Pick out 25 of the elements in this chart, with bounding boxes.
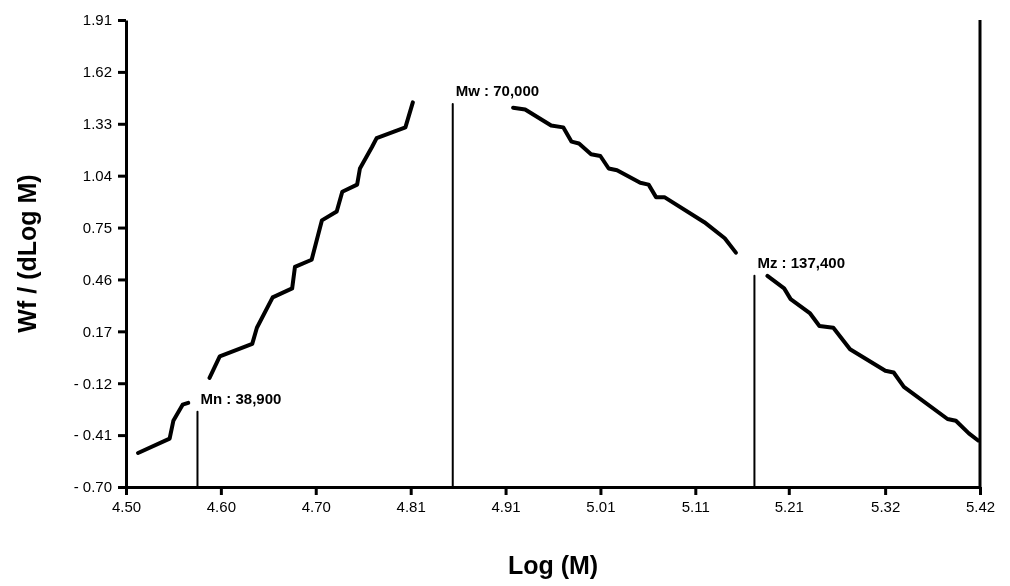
x-tick-label: 5.01	[586, 497, 616, 515]
y-tick-label: 1.91	[82, 11, 112, 29]
y-tick-label: - 0.41	[73, 426, 112, 444]
annotation: Mw : 70,000	[455, 82, 540, 100]
y-tick-label: 0.17	[82, 322, 112, 340]
y-tick-label: 1.62	[82, 63, 112, 81]
annotation: Mz : 137,400	[757, 253, 845, 271]
x-tick-label: 4.60	[206, 497, 236, 515]
y-tick-label: - 0.12	[73, 374, 112, 392]
y-tick-label: 1.33	[82, 115, 112, 133]
x-tick-label: 5.21	[774, 497, 804, 515]
y-tick-label: 0.46	[82, 270, 112, 288]
y-tick-label: 1.04	[82, 166, 112, 184]
x-tick-label: 4.50	[111, 497, 142, 515]
x-axis-title: Log (M)	[507, 551, 599, 579]
x-tick-label: 5.32	[871, 497, 901, 515]
annotation: Mn : 38,900	[200, 389, 282, 407]
x-tick-label: 4.81	[396, 497, 426, 515]
y-tick-label: - 0.70	[73, 478, 112, 496]
x-tick-label: 4.70	[301, 497, 331, 515]
y-tick-label: 0.75	[82, 218, 112, 236]
x-tick-label: 4.91	[491, 497, 521, 515]
x-tick-label: 5.11	[681, 497, 710, 515]
x-tick-label: 5.42	[965, 497, 996, 515]
y-axis-title: Wf / (dLog M)	[13, 174, 41, 333]
